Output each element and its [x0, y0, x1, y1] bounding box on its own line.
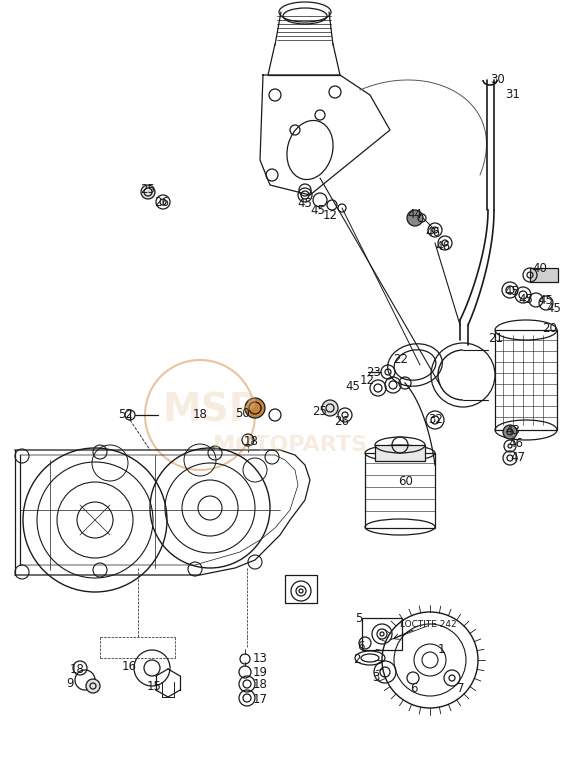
Circle shape: [141, 185, 155, 199]
Text: 23: 23: [366, 366, 381, 379]
Bar: [365, 453, 435, 528]
Text: 60: 60: [398, 475, 413, 488]
Text: 26: 26: [154, 196, 169, 209]
Text: 18: 18: [70, 663, 85, 676]
Bar: [285, 575, 317, 603]
Text: MSP: MSP: [162, 391, 258, 429]
Text: 32: 32: [428, 413, 443, 426]
Text: 22: 22: [393, 353, 408, 366]
Text: 46: 46: [435, 240, 450, 253]
Text: MOTOPARTS: MOTOPARTS: [213, 435, 367, 455]
Text: 13: 13: [253, 652, 268, 665]
Text: 25: 25: [140, 183, 155, 196]
Text: 45: 45: [504, 285, 519, 298]
Text: 25: 25: [312, 405, 327, 418]
Bar: [530, 268, 558, 282]
Circle shape: [503, 425, 517, 439]
Text: 45: 45: [538, 294, 553, 307]
Circle shape: [249, 402, 261, 414]
Text: 44: 44: [407, 208, 422, 221]
Text: 45: 45: [345, 380, 360, 393]
Text: 26: 26: [334, 415, 349, 428]
Bar: [362, 618, 402, 650]
Text: 46: 46: [508, 437, 523, 450]
Text: 21: 21: [488, 332, 503, 345]
Circle shape: [245, 398, 265, 418]
Text: 43: 43: [505, 424, 520, 437]
Text: 18: 18: [193, 408, 208, 421]
Text: 19: 19: [253, 666, 268, 679]
Text: 46: 46: [425, 226, 440, 239]
Text: 12: 12: [323, 209, 338, 222]
Text: 12: 12: [360, 374, 375, 387]
Text: 45: 45: [546, 302, 561, 315]
Circle shape: [322, 400, 338, 416]
Text: 45: 45: [310, 204, 325, 217]
Text: 17: 17: [253, 693, 268, 706]
Text: 30: 30: [490, 73, 505, 86]
Text: 40: 40: [532, 262, 547, 275]
Text: 47: 47: [510, 451, 525, 464]
Text: 3: 3: [372, 671, 379, 684]
Text: 6: 6: [410, 682, 417, 695]
Text: 9: 9: [66, 677, 74, 690]
Text: 50: 50: [235, 407, 250, 420]
Text: 20: 20: [542, 322, 557, 335]
Text: 2: 2: [353, 653, 361, 666]
Circle shape: [86, 679, 100, 693]
Text: LOCTITE 242: LOCTITE 242: [400, 620, 457, 629]
Text: 1: 1: [438, 643, 445, 656]
Text: 7: 7: [457, 682, 464, 695]
Text: 16: 16: [122, 660, 137, 673]
Circle shape: [407, 210, 423, 226]
Text: 15: 15: [147, 680, 162, 693]
Text: 45: 45: [297, 197, 312, 210]
Text: 6: 6: [357, 640, 365, 653]
Bar: [375, 445, 425, 461]
Text: 18: 18: [253, 678, 268, 691]
Bar: [495, 330, 557, 430]
Text: 31: 31: [505, 88, 520, 101]
Text: 45: 45: [518, 293, 533, 306]
Text: 52: 52: [118, 408, 133, 421]
Text: 18: 18: [244, 435, 259, 448]
Text: 5: 5: [355, 612, 362, 625]
